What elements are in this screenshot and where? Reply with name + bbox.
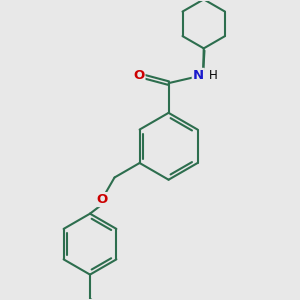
Text: O: O <box>133 69 145 82</box>
Text: N: N <box>193 69 204 82</box>
Text: O: O <box>97 193 108 206</box>
Text: H: H <box>209 69 218 82</box>
